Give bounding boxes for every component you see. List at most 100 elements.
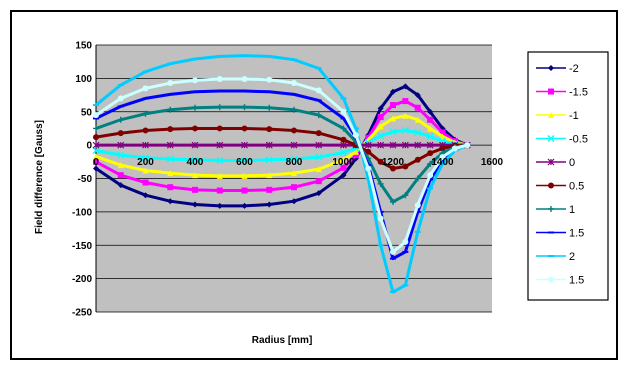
- legend-entry: -1.5: [536, 87, 588, 99]
- data-point: [92, 141, 100, 149]
- legend-label: 1.5: [569, 275, 584, 287]
- data-point: [377, 158, 384, 165]
- data-point: [352, 152, 359, 159]
- data-point: [291, 170, 297, 177]
- data-point: [241, 172, 248, 179]
- y-axis-title: Field difference [Gauss]: [34, 120, 45, 234]
- data-point: [290, 155, 298, 163]
- legend-entry: 1.5: [536, 228, 584, 240]
- data-point: [352, 132, 359, 139]
- legend-entry: 0: [536, 157, 575, 169]
- data-point: [167, 184, 174, 191]
- data-point: [291, 127, 297, 134]
- data-point: [265, 141, 273, 149]
- legend-entry: -1: [536, 110, 579, 122]
- data-point: [315, 130, 322, 137]
- data-point: [117, 141, 125, 149]
- data-point: [216, 125, 223, 132]
- data-point: [93, 165, 99, 172]
- data-point: [389, 128, 397, 136]
- data-point: [241, 104, 248, 111]
- data-point: [117, 172, 124, 179]
- data-point: [167, 198, 174, 205]
- data-point: [167, 126, 174, 133]
- data-point: [315, 141, 323, 149]
- data-point: [548, 276, 554, 283]
- legend: -2 -1.5 -1 -0.5 0 0.5 1 1.5 2 1.5: [536, 63, 588, 287]
- data-point: [117, 130, 124, 137]
- data-point: [340, 156, 347, 163]
- legend-entry: 1: [536, 204, 575, 216]
- legend-entry: -0.5: [536, 134, 588, 146]
- y-tick-label: 100: [75, 74, 92, 85]
- x-tick-label: 400: [187, 157, 204, 168]
- data-point: [377, 132, 385, 140]
- data-point: [191, 156, 199, 164]
- y-tick-label: 150: [75, 41, 92, 52]
- data-point: [439, 145, 446, 152]
- data-point: [167, 106, 174, 113]
- data-point: [547, 135, 555, 142]
- data-point: [377, 105, 384, 112]
- data-point: [548, 112, 554, 118]
- data-point: [548, 206, 554, 212]
- data-point: [377, 180, 384, 187]
- data-point: [427, 108, 434, 115]
- x-tick-label: 800: [286, 157, 303, 168]
- legend-entry: -2: [536, 63, 579, 75]
- data-point: [142, 141, 149, 149]
- legend-box: [527, 51, 609, 301]
- legend-label: 1: [569, 204, 575, 216]
- data-point: [167, 170, 174, 177]
- legend-label: -2: [569, 63, 579, 75]
- data-point: [340, 141, 347, 149]
- data-point: [414, 92, 421, 99]
- data-point: [290, 141, 298, 149]
- data-point: [402, 83, 409, 90]
- data-point: [142, 110, 149, 117]
- data-point: [93, 153, 99, 160]
- data-point: [142, 127, 149, 134]
- data-point: [414, 202, 421, 209]
- data-point: [241, 187, 248, 194]
- data-point: [291, 106, 297, 113]
- data-point: [427, 125, 434, 132]
- series-10: [93, 76, 471, 255]
- data-point: [216, 202, 223, 209]
- data-point: [427, 116, 434, 123]
- data-point: [192, 104, 198, 111]
- data-point: [427, 150, 434, 157]
- data-point: [291, 184, 297, 191]
- data-point: [117, 162, 124, 169]
- data-point: [377, 141, 385, 149]
- series-3: [93, 112, 471, 179]
- x-tick-label: 0: [93, 157, 99, 168]
- data-point: [547, 158, 555, 166]
- data-point: [192, 201, 198, 208]
- data-point: [291, 198, 297, 205]
- data-point: [426, 132, 434, 140]
- data-point: [93, 134, 99, 141]
- chart-frame: -250 -200 -150 -100 -50 0 50 100 150 0 200 400 600 80…: [10, 10, 618, 360]
- data-point: [402, 163, 409, 170]
- x-tick-label: 200: [137, 157, 154, 168]
- data-point: [315, 87, 322, 94]
- y-tick-label: -150: [72, 241, 92, 252]
- data-point: [166, 141, 174, 149]
- legend-label: -0.5: [569, 134, 588, 146]
- data-point: [390, 248, 396, 255]
- data-point: [216, 187, 223, 194]
- data-point: [340, 148, 347, 156]
- data-point: [117, 182, 124, 189]
- x-tick-label: 1600: [481, 157, 504, 168]
- data-point: [390, 198, 396, 205]
- data-point: [241, 125, 248, 132]
- data-point: [548, 65, 554, 71]
- data-point: [192, 125, 198, 132]
- x-tick-label: 1000: [332, 157, 355, 168]
- data-point: [167, 80, 174, 87]
- legend-entry: 0.5: [536, 181, 584, 193]
- data-point: [93, 158, 99, 165]
